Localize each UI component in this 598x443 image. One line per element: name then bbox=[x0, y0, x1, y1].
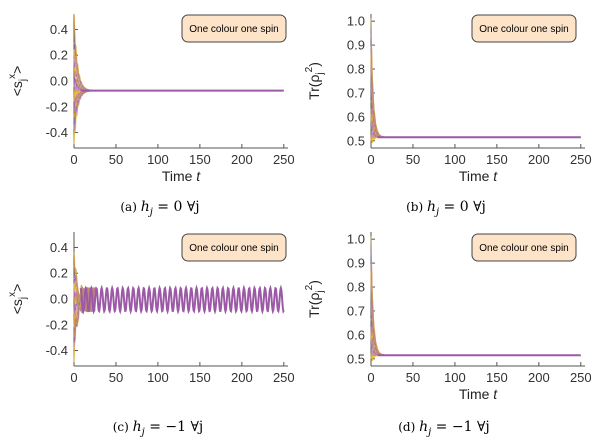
panel-caption: (b) hj = 0 ∀j bbox=[406, 199, 486, 218]
y-tick-label: 0.2 bbox=[50, 48, 68, 63]
y-tick-label: 0.8 bbox=[347, 62, 365, 77]
y-axis-label: Tr(ρj2) bbox=[304, 280, 326, 318]
legend-box bbox=[181, 233, 287, 262]
y-tick-label: 0.6 bbox=[347, 109, 365, 124]
panel-caption: (c) hj = −1 ∀j bbox=[113, 419, 204, 438]
y-tick-label: 1.0 bbox=[347, 232, 365, 247]
y-tick-label: -0.4 bbox=[46, 343, 68, 358]
x-tick-label: 50 bbox=[406, 152, 420, 167]
panel-a: -0.4 -0.2 0.0 0.2 0.4 0 50 100 150 200 250 One colo… bbox=[7, 13, 295, 218]
x-tick-label: 150 bbox=[189, 152, 211, 167]
x-tick-label: 200 bbox=[231, 370, 253, 385]
y-tick-label: -0.2 bbox=[46, 317, 68, 332]
x-tick-label: 200 bbox=[231, 152, 253, 167]
x-axis-label: Time t bbox=[459, 386, 498, 402]
x-tick-label: 200 bbox=[528, 370, 550, 385]
y-tick-label: 0.7 bbox=[347, 85, 365, 100]
y-axis-label: Tr(ρj2) bbox=[304, 62, 326, 100]
y-tick-label: 0.9 bbox=[347, 256, 365, 271]
x-axis-label: Time t bbox=[162, 168, 201, 184]
y-tick-label: 0.7 bbox=[347, 303, 365, 318]
legend-box bbox=[181, 14, 287, 43]
y-tick-label: 0.5 bbox=[347, 351, 365, 366]
x-tick-label: 0 bbox=[70, 152, 77, 167]
y-tick-label: 0.0 bbox=[50, 74, 68, 89]
x-tick-label: 50 bbox=[109, 370, 123, 385]
panel-d: 0.5 0.6 0.7 0.8 0.9 1.0 0 50 100 150 200 250 One col… bbox=[304, 232, 592, 438]
x-tick-label: 100 bbox=[444, 152, 466, 167]
x-tick-label: 100 bbox=[147, 370, 169, 385]
panel-caption: (d) hj = −1 ∀j bbox=[398, 419, 490, 438]
x-tick-label: 150 bbox=[189, 370, 211, 385]
legend-box bbox=[471, 233, 577, 262]
x-tick-label: 100 bbox=[444, 370, 466, 385]
legend-label: One colour one spin bbox=[189, 24, 279, 35]
y-tick-label: 0.4 bbox=[50, 22, 68, 37]
x-tick-label: 50 bbox=[109, 152, 123, 167]
panel-caption: (a) hj = 0 ∀j bbox=[120, 199, 199, 218]
y-tick-label: -0.2 bbox=[46, 99, 68, 114]
x-tick-label: 100 bbox=[147, 152, 169, 167]
legend-label: One colour one spin bbox=[479, 243, 569, 254]
panel-c: -0.4 -0.2 0.0 0.2 0.4 0 50 100 150 200 250 One colo… bbox=[7, 232, 295, 438]
x-tick-label: 200 bbox=[528, 152, 550, 167]
x-tick-label: 50 bbox=[406, 370, 420, 385]
x-tick-label: 0 bbox=[70, 370, 77, 385]
x-tick-label: 0 bbox=[367, 370, 374, 385]
x-tick-label: 250 bbox=[273, 152, 295, 167]
x-tick-label: 250 bbox=[570, 152, 592, 167]
x-axis-label: Time t bbox=[459, 168, 498, 184]
y-tick-label: 0.5 bbox=[347, 133, 365, 148]
y-axis-label: <sjx> bbox=[7, 284, 29, 315]
x-tick-label: 0 bbox=[367, 152, 374, 167]
y-tick-label: 0.9 bbox=[347, 38, 365, 53]
legend-label: One colour one spin bbox=[189, 243, 279, 254]
y-tick-label: 0.6 bbox=[347, 327, 365, 342]
y-tick-label: 0.2 bbox=[50, 266, 68, 281]
panel-b: 0.5 0.6 0.7 0.8 0.9 1.0 0 50 100 150 200 250 One col… bbox=[304, 14, 592, 218]
legend-label: One colour one spin bbox=[479, 24, 569, 35]
series-line bbox=[79, 284, 285, 315]
y-tick-label: 0.4 bbox=[50, 240, 68, 255]
legend-box bbox=[471, 14, 577, 43]
y-tick-label: 1.0 bbox=[347, 14, 365, 29]
x-tick-label: 150 bbox=[486, 370, 508, 385]
y-tick-label: 0.0 bbox=[50, 292, 68, 307]
y-tick-label: -0.4 bbox=[46, 125, 68, 140]
y-tick-label: 0.8 bbox=[347, 280, 365, 295]
y-axis-label: <sjx> bbox=[7, 66, 29, 97]
x-tick-label: 250 bbox=[570, 370, 592, 385]
x-tick-label: 250 bbox=[273, 370, 295, 385]
x-tick-label: 150 bbox=[486, 152, 508, 167]
